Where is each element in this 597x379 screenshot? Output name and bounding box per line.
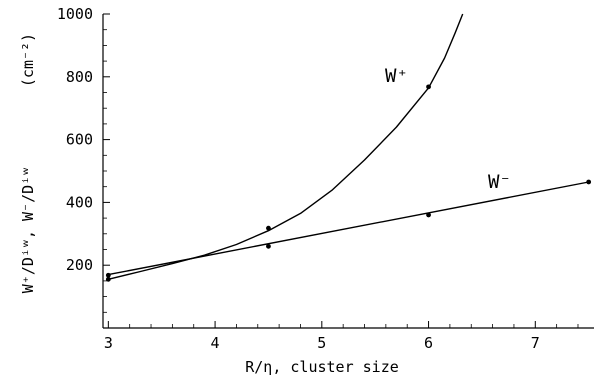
series-line-0 — [108, 13, 464, 280]
data-point — [426, 84, 431, 90]
x-axis-label: R/η, cluster size — [245, 358, 399, 376]
data-point — [105, 276, 111, 282]
series-lines — [108, 13, 589, 280]
data-point — [105, 272, 111, 278]
labels: R/η, cluster size W⁺/Dⁱʷ, W⁻/Dⁱʷ (cm⁻²) … — [19, 33, 511, 376]
data-point — [266, 225, 271, 231]
y-tick-label: 400 — [66, 193, 93, 211]
series-label-w-minus: W⁻ — [488, 171, 511, 193]
x-tick-label: 6 — [424, 334, 433, 352]
data-point — [266, 243, 271, 249]
y-tick-label: 600 — [66, 131, 93, 149]
x-tick-label: 4 — [211, 334, 220, 352]
y-tick-label: 800 — [66, 68, 93, 86]
axes: 3 4 5 6 7 200 400 600 800 1000 — [57, 5, 594, 352]
series-line-1 — [108, 181, 589, 276]
y-tick-label: 1000 — [57, 5, 93, 23]
x-tick-label: 7 — [531, 334, 540, 352]
x-tick-label: 5 — [317, 334, 326, 352]
data-points — [105, 84, 592, 282]
y-tick-label: 200 — [66, 256, 93, 274]
y-axis-label: W⁺/Dⁱʷ, W⁻/Dⁱʷ — [19, 167, 37, 293]
data-point — [426, 212, 431, 218]
series-label-w-plus: W⁺ — [385, 65, 408, 87]
x-tick-label: 3 — [104, 334, 113, 352]
data-point — [586, 179, 592, 185]
y-axis-unit: (cm⁻²) — [19, 33, 37, 87]
